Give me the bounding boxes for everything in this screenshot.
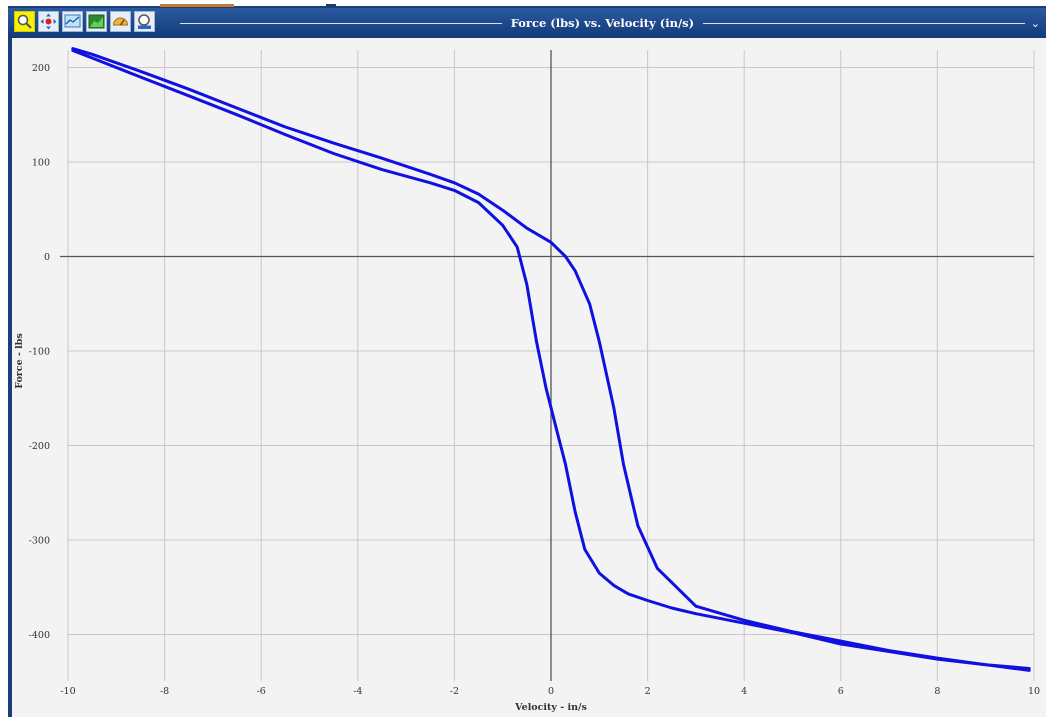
plot-panel: -10 -8 -6 -4 -2 0 2 4 6 8 10 200 100 0 -100 -200 -300 -40… (12, 38, 1046, 717)
pan-icon (40, 13, 57, 30)
zoom-button[interactable] (14, 11, 35, 32)
pan-button[interactable] (38, 11, 59, 32)
chart-title-area: Force (lbs) vs. Velocity (in/s) ⌄ (180, 8, 1040, 38)
zoom-reset-button[interactable] (134, 11, 155, 32)
zoom-reset-icon (138, 14, 151, 29)
x-tick-label: 10 (1028, 686, 1040, 697)
y-tick-label: -400 (29, 630, 50, 641)
gauge-icon (112, 17, 129, 26)
x-tick-label: -8 (160, 686, 169, 697)
y-tick-label: -300 (29, 536, 50, 547)
title-rule-left (180, 22, 502, 24)
y-tick-label: 200 (32, 63, 50, 74)
x-tick-label: 2 (645, 686, 651, 697)
series-group (71, 47, 1031, 672)
y-axis-label: Force - lbs (14, 333, 25, 389)
chart-title: Force (lbs) vs. Velocity (in/s) (510, 16, 695, 30)
axes (60, 50, 1034, 681)
chart-view-icon (64, 14, 81, 28)
area-chart-button[interactable] (86, 11, 107, 32)
tick-labels: -10 -8 -6 -4 -2 0 2 4 6 8 10 200 100 0 -100 -200 -300 -40… (29, 63, 1040, 697)
x-tick-label: 6 (838, 686, 844, 697)
y-tick-label: 100 (32, 158, 50, 169)
x-tick-label: 4 (741, 686, 747, 697)
force-velocity-chart: -10 -8 -6 -4 -2 0 2 4 6 8 10 200 100 0 -100 -200 -300 -40… (14, 47, 1040, 713)
area-chart-icon (88, 14, 105, 29)
chart-toolbar (14, 11, 155, 32)
x-tick-label: -2 (450, 686, 459, 697)
x-axis-label: Velocity - in/s (514, 702, 587, 713)
gauge-button[interactable] (110, 11, 131, 32)
title-rule-right (703, 22, 1025, 24)
chevron-down-icon[interactable]: ⌄ (1030, 16, 1040, 30)
tab-indicator (160, 4, 234, 7)
tab-indicator-secondary (326, 4, 336, 7)
x-tick-label: 0 (548, 686, 554, 697)
series-line-2 (71, 49, 1031, 670)
y-tick-label: 0 (44, 252, 50, 263)
y-tick-label: -200 (29, 441, 50, 452)
chart-view-button[interactable] (62, 11, 83, 32)
x-tick-label: -4 (353, 686, 362, 697)
x-tick-label: -6 (257, 686, 266, 697)
x-tick-label: 8 (934, 686, 940, 697)
zoom-icon (17, 14, 32, 29)
y-tick-label: -100 (29, 347, 50, 358)
x-tick-label: -10 (60, 686, 75, 697)
